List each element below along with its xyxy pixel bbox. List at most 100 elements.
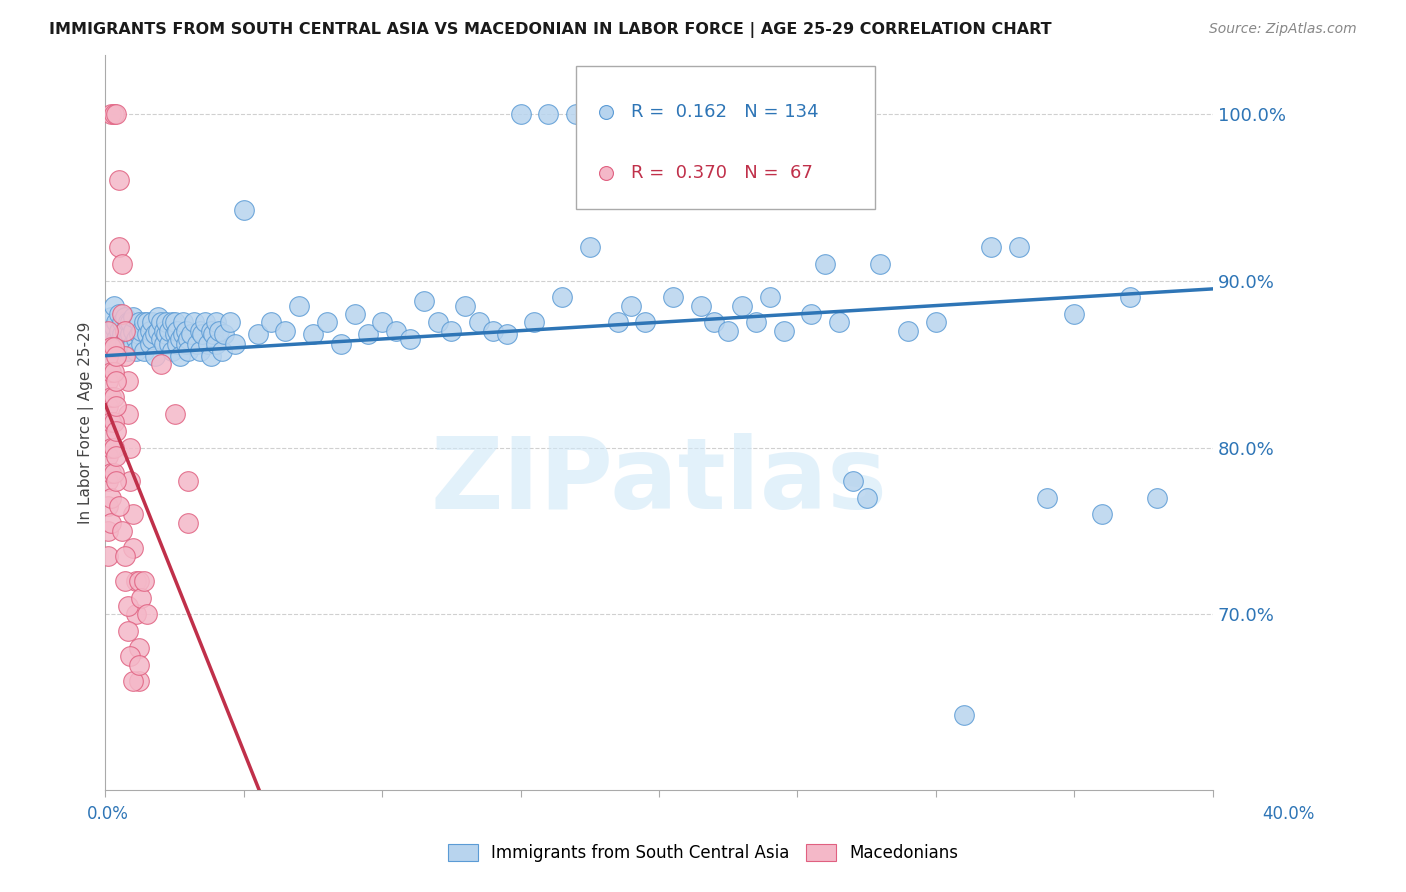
Point [592, 106, 614, 120]
Point [177, 332, 200, 346]
Text: 40.0%: 40.0% [1263, 805, 1315, 822]
Point [174, 324, 197, 338]
Point [399, 332, 422, 346]
Point [97, 349, 120, 363]
Point [103, 466, 125, 480]
Point [842, 474, 865, 488]
Point [128, 574, 150, 588]
Point [205, 315, 228, 329]
Point [97, 424, 120, 438]
Point [122, 508, 145, 522]
Text: IMMIGRANTS FROM SOUTH CENTRAL ASIA VS MACEDONIAN IN LABOR FORCE | AGE 25-29 CORR: IMMIGRANTS FROM SOUTH CENTRAL ASIA VS MA… [49, 22, 1052, 38]
Point [357, 326, 380, 341]
Point [495, 326, 517, 341]
Point [152, 337, 174, 351]
Point [191, 326, 214, 341]
Point [134, 574, 156, 588]
Point [120, 441, 142, 455]
Point [194, 315, 217, 329]
Point [200, 349, 222, 363]
Point [211, 343, 233, 358]
Point [620, 299, 643, 313]
Point [149, 315, 172, 329]
Point [128, 674, 150, 689]
Point [482, 324, 505, 338]
Point [105, 315, 128, 329]
Point [114, 574, 136, 588]
Point [117, 315, 139, 329]
Point [274, 324, 297, 338]
Point [103, 299, 125, 313]
Point [117, 407, 139, 421]
Point [197, 337, 219, 351]
Point [100, 349, 122, 363]
Point [329, 337, 352, 351]
Point [166, 337, 188, 351]
Point [105, 424, 128, 438]
Point [155, 326, 177, 341]
Point [103, 340, 125, 354]
Point [120, 474, 142, 488]
Point [122, 310, 145, 325]
Point [188, 324, 211, 338]
Point [786, 106, 808, 120]
Point [302, 326, 325, 341]
Point [200, 324, 222, 338]
Point [100, 340, 122, 354]
Point [174, 337, 197, 351]
Point [125, 343, 148, 358]
Point [717, 324, 740, 338]
Point [288, 299, 311, 313]
Point [260, 315, 283, 329]
FancyBboxPatch shape [576, 66, 875, 210]
Point [103, 320, 125, 334]
Point [128, 657, 150, 672]
Point [343, 307, 366, 321]
Point [869, 257, 891, 271]
Point [1063, 307, 1085, 321]
Point [105, 399, 128, 413]
Point [731, 299, 754, 313]
Point [111, 326, 134, 341]
Point [122, 541, 145, 555]
Point [131, 337, 153, 351]
Point [1146, 491, 1168, 505]
Point [177, 516, 200, 530]
Point [214, 326, 236, 341]
Point [141, 332, 163, 346]
Point [160, 315, 183, 329]
Point [146, 324, 169, 338]
Point [172, 315, 194, 329]
Point [523, 315, 546, 329]
Point [1346, 235, 1368, 249]
Point [606, 315, 628, 329]
Point [97, 524, 120, 538]
Point [188, 343, 211, 358]
Point [172, 326, 194, 341]
Point [128, 315, 150, 329]
Point [117, 332, 139, 346]
Point [208, 324, 231, 338]
Point [246, 326, 269, 341]
Point [117, 343, 139, 358]
Point [100, 326, 122, 341]
Y-axis label: In Labor Force | Age 25-29: In Labor Force | Age 25-29 [79, 321, 94, 524]
Point [117, 599, 139, 614]
Point [662, 290, 685, 304]
Point [855, 491, 877, 505]
Point [131, 591, 153, 605]
Point [468, 315, 491, 329]
Point [169, 332, 191, 346]
Point [224, 337, 246, 351]
Point [1035, 491, 1057, 505]
Point [114, 549, 136, 563]
Point [114, 324, 136, 338]
Point [205, 337, 228, 351]
Point [152, 324, 174, 338]
Point [108, 173, 131, 187]
Point [166, 324, 188, 338]
Point [108, 307, 131, 321]
Point [111, 307, 134, 321]
Point [120, 649, 142, 664]
Point [180, 326, 202, 341]
